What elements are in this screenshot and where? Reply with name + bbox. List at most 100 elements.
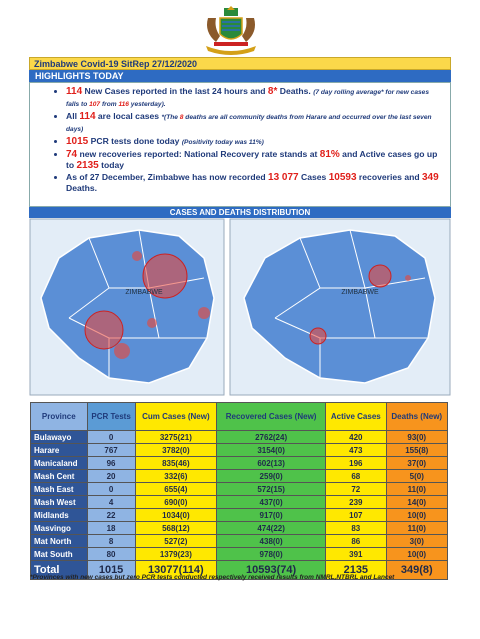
text: yesterday). bbox=[128, 101, 166, 108]
figure: 1015 bbox=[66, 136, 89, 147]
text: deaths are all community deaths from Har… bbox=[66, 114, 432, 133]
cell: 20 bbox=[86, 469, 136, 483]
table-row: Province PCR Tests Cum Cases (New) Recovere… bbox=[30, 402, 449, 431]
table-row: Harare 767 3782(0) 3154(0) 473 155(8) bbox=[30, 443, 449, 457]
section-title: HIGHLIGHTS TODAY bbox=[29, 70, 451, 82]
cell: 655(4) bbox=[134, 482, 218, 496]
text: New Cases reported in the last 24 hours … bbox=[82, 86, 268, 96]
cell: 835(46) bbox=[134, 456, 218, 470]
cell: 18 bbox=[86, 521, 136, 535]
cell: 196 bbox=[325, 456, 387, 470]
cell: 3275(21) bbox=[134, 430, 218, 444]
figure: 13 077 bbox=[268, 172, 299, 183]
text: Deaths. bbox=[277, 86, 314, 96]
section-title: CASES AND DEATHS DISTRIBUTION bbox=[29, 207, 451, 218]
cell: Bulawayo bbox=[30, 430, 88, 444]
figure: 349 bbox=[422, 172, 439, 183]
cell: 10(0) bbox=[385, 508, 449, 522]
cell: Mash West bbox=[30, 495, 88, 509]
text: *(The bbox=[161, 114, 180, 121]
text: As of 27 December, Zimbabwe has now reco… bbox=[66, 172, 269, 182]
cell: 8 bbox=[86, 534, 136, 548]
cell: 568(12) bbox=[134, 521, 218, 535]
map: ZIMBABWE bbox=[229, 218, 451, 396]
cell: 37(0) bbox=[385, 456, 449, 470]
cell: 474(22) bbox=[216, 521, 327, 535]
map-label: ZIMBABWE bbox=[341, 289, 379, 296]
cell: 10593(74) bbox=[216, 560, 327, 580]
text: new recoveries reported: National Recove… bbox=[77, 149, 320, 159]
title: Zimbabwe Covid-19 SitRep 27/12/2020 bbox=[29, 57, 451, 70]
table-row: Midlands 22 1034(0) 917(0) 107 10(0) bbox=[30, 508, 449, 522]
cell: 3(0) bbox=[385, 534, 449, 548]
data-table: Province PCR Tests Cum Cases (New) Recovere… bbox=[30, 402, 449, 580]
figure: 114 bbox=[66, 86, 83, 97]
header-cell: Deaths (New) bbox=[385, 402, 449, 431]
header-cell: Recovered Cases (New) bbox=[216, 402, 327, 431]
table-row: Mash West 4 690(0) 437(0) 239 14(0) bbox=[30, 495, 449, 509]
bullet: 74 new recoveries reported: National Rec… bbox=[66, 149, 442, 171]
cell: 11(0) bbox=[385, 521, 449, 535]
cell: 22 bbox=[86, 508, 136, 522]
note: *(The 8 deaths are all community deaths … bbox=[66, 114, 432, 133]
cell: 68 bbox=[325, 469, 387, 483]
figure: 74 bbox=[66, 149, 78, 160]
text: from bbox=[100, 101, 119, 108]
map-label: ZIMBABWE bbox=[125, 289, 163, 296]
cell: 14(0) bbox=[385, 495, 449, 509]
footnote: *Provinces with new cases but zero PCR t… bbox=[30, 574, 395, 581]
coat-of-arms bbox=[206, 6, 256, 55]
cell: Masvingo bbox=[30, 521, 88, 535]
text: (7 day rolling average* for new cases fa… bbox=[66, 89, 430, 108]
highlights: 114 New Cases reported in the last 24 ho… bbox=[29, 82, 451, 207]
figure: 8* bbox=[267, 86, 278, 97]
text: today bbox=[98, 160, 125, 170]
cell: 4 bbox=[86, 495, 136, 509]
table-row: Mat South 80 1379(23) 978(0) 391 10(0) bbox=[30, 547, 449, 561]
cell: 473 bbox=[325, 443, 387, 457]
table-row: Mash East 0 655(4) 572(15) 72 11(0) bbox=[30, 482, 449, 496]
bullet: All 114 are local cases *(The 8 deaths a… bbox=[66, 111, 442, 135]
figure: 8 bbox=[179, 114, 184, 121]
note: (Positivity today was 11%) bbox=[181, 139, 264, 146]
cell: 11(0) bbox=[385, 482, 449, 496]
table-row: Total 1015 13077(114) 10593(74) 2135 349(8) bbox=[30, 560, 449, 580]
cell: Harare bbox=[30, 443, 88, 457]
cell: 1379(23) bbox=[134, 547, 218, 561]
cell: 86 bbox=[325, 534, 387, 548]
cell: 438(0) bbox=[216, 534, 327, 548]
header-cell: Active Cases bbox=[325, 402, 387, 431]
cell: Midlands bbox=[30, 508, 88, 522]
cell: Mash Cent bbox=[30, 469, 88, 483]
cell: 767 bbox=[86, 443, 136, 457]
cell: 239 bbox=[325, 495, 387, 509]
cell: 1034(0) bbox=[134, 508, 218, 522]
cell: 96 bbox=[86, 456, 136, 470]
text: Cases bbox=[298, 172, 329, 182]
table-row: Mash Cent 20 332(6) 259(0) 68 5(0) bbox=[30, 469, 449, 483]
figure: 116 bbox=[118, 101, 129, 108]
header-cell: PCR Tests bbox=[86, 402, 136, 431]
figure: 10593 bbox=[328, 172, 357, 183]
header-cell: Province bbox=[30, 402, 88, 431]
table-row: Masvingo 18 568(12) 474(22) 83 11(0) bbox=[30, 521, 449, 535]
cell: 602(13) bbox=[216, 456, 327, 470]
cell: 2762(24) bbox=[216, 430, 327, 444]
figure: 107 bbox=[89, 101, 101, 108]
cell: 420 bbox=[325, 430, 387, 444]
cell: 690(0) bbox=[134, 495, 218, 509]
cell: 5(0) bbox=[385, 469, 449, 483]
map: ZIMBABWE bbox=[29, 218, 225, 396]
header-cell: Cum Cases (New) bbox=[134, 402, 218, 431]
cell: 1015 bbox=[86, 560, 136, 580]
text: and Active cases go up to bbox=[66, 149, 438, 170]
cell: 259(0) bbox=[216, 469, 327, 483]
cell: 2135 bbox=[325, 560, 387, 580]
cell: 107 bbox=[325, 508, 387, 522]
text: All bbox=[66, 111, 80, 121]
bullet: As of 27 December, Zimbabwe has now reco… bbox=[66, 172, 442, 194]
cell: 437(0) bbox=[216, 495, 327, 509]
figure: 2135 bbox=[76, 160, 99, 171]
cell: Manicaland bbox=[30, 456, 88, 470]
